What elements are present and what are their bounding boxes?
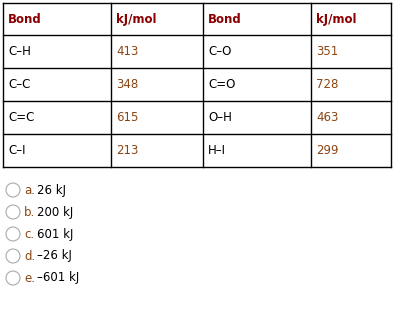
Text: kJ/mol: kJ/mol: [316, 13, 356, 25]
Text: C–H: C–H: [8, 45, 31, 58]
Text: –601 kJ: –601 kJ: [37, 271, 79, 285]
Text: –26 kJ: –26 kJ: [37, 250, 72, 262]
Text: 601 kJ: 601 kJ: [37, 228, 73, 241]
Text: e.: e.: [24, 271, 35, 285]
Text: C–O: C–O: [208, 45, 231, 58]
Text: O–H: O–H: [208, 111, 232, 124]
Text: 348: 348: [116, 78, 138, 91]
Text: 213: 213: [116, 144, 138, 157]
Text: C=C: C=C: [8, 111, 34, 124]
Text: 728: 728: [316, 78, 338, 91]
Text: c.: c.: [24, 228, 34, 241]
Text: a.: a.: [24, 184, 35, 196]
Text: C=O: C=O: [208, 78, 235, 91]
Text: 351: 351: [316, 45, 338, 58]
Text: 463: 463: [316, 111, 338, 124]
Text: b.: b.: [24, 205, 35, 219]
Text: H–I: H–I: [208, 144, 226, 157]
Text: Bond: Bond: [208, 13, 242, 25]
Text: C–C: C–C: [8, 78, 30, 91]
Text: C–I: C–I: [8, 144, 26, 157]
Text: 299: 299: [316, 144, 338, 157]
Text: 26 kJ: 26 kJ: [37, 184, 66, 196]
Text: Bond: Bond: [8, 13, 42, 25]
Text: 413: 413: [116, 45, 138, 58]
Text: d.: d.: [24, 250, 35, 262]
Text: 200 kJ: 200 kJ: [37, 205, 73, 219]
Text: kJ/mol: kJ/mol: [116, 13, 156, 25]
Text: 615: 615: [116, 111, 138, 124]
